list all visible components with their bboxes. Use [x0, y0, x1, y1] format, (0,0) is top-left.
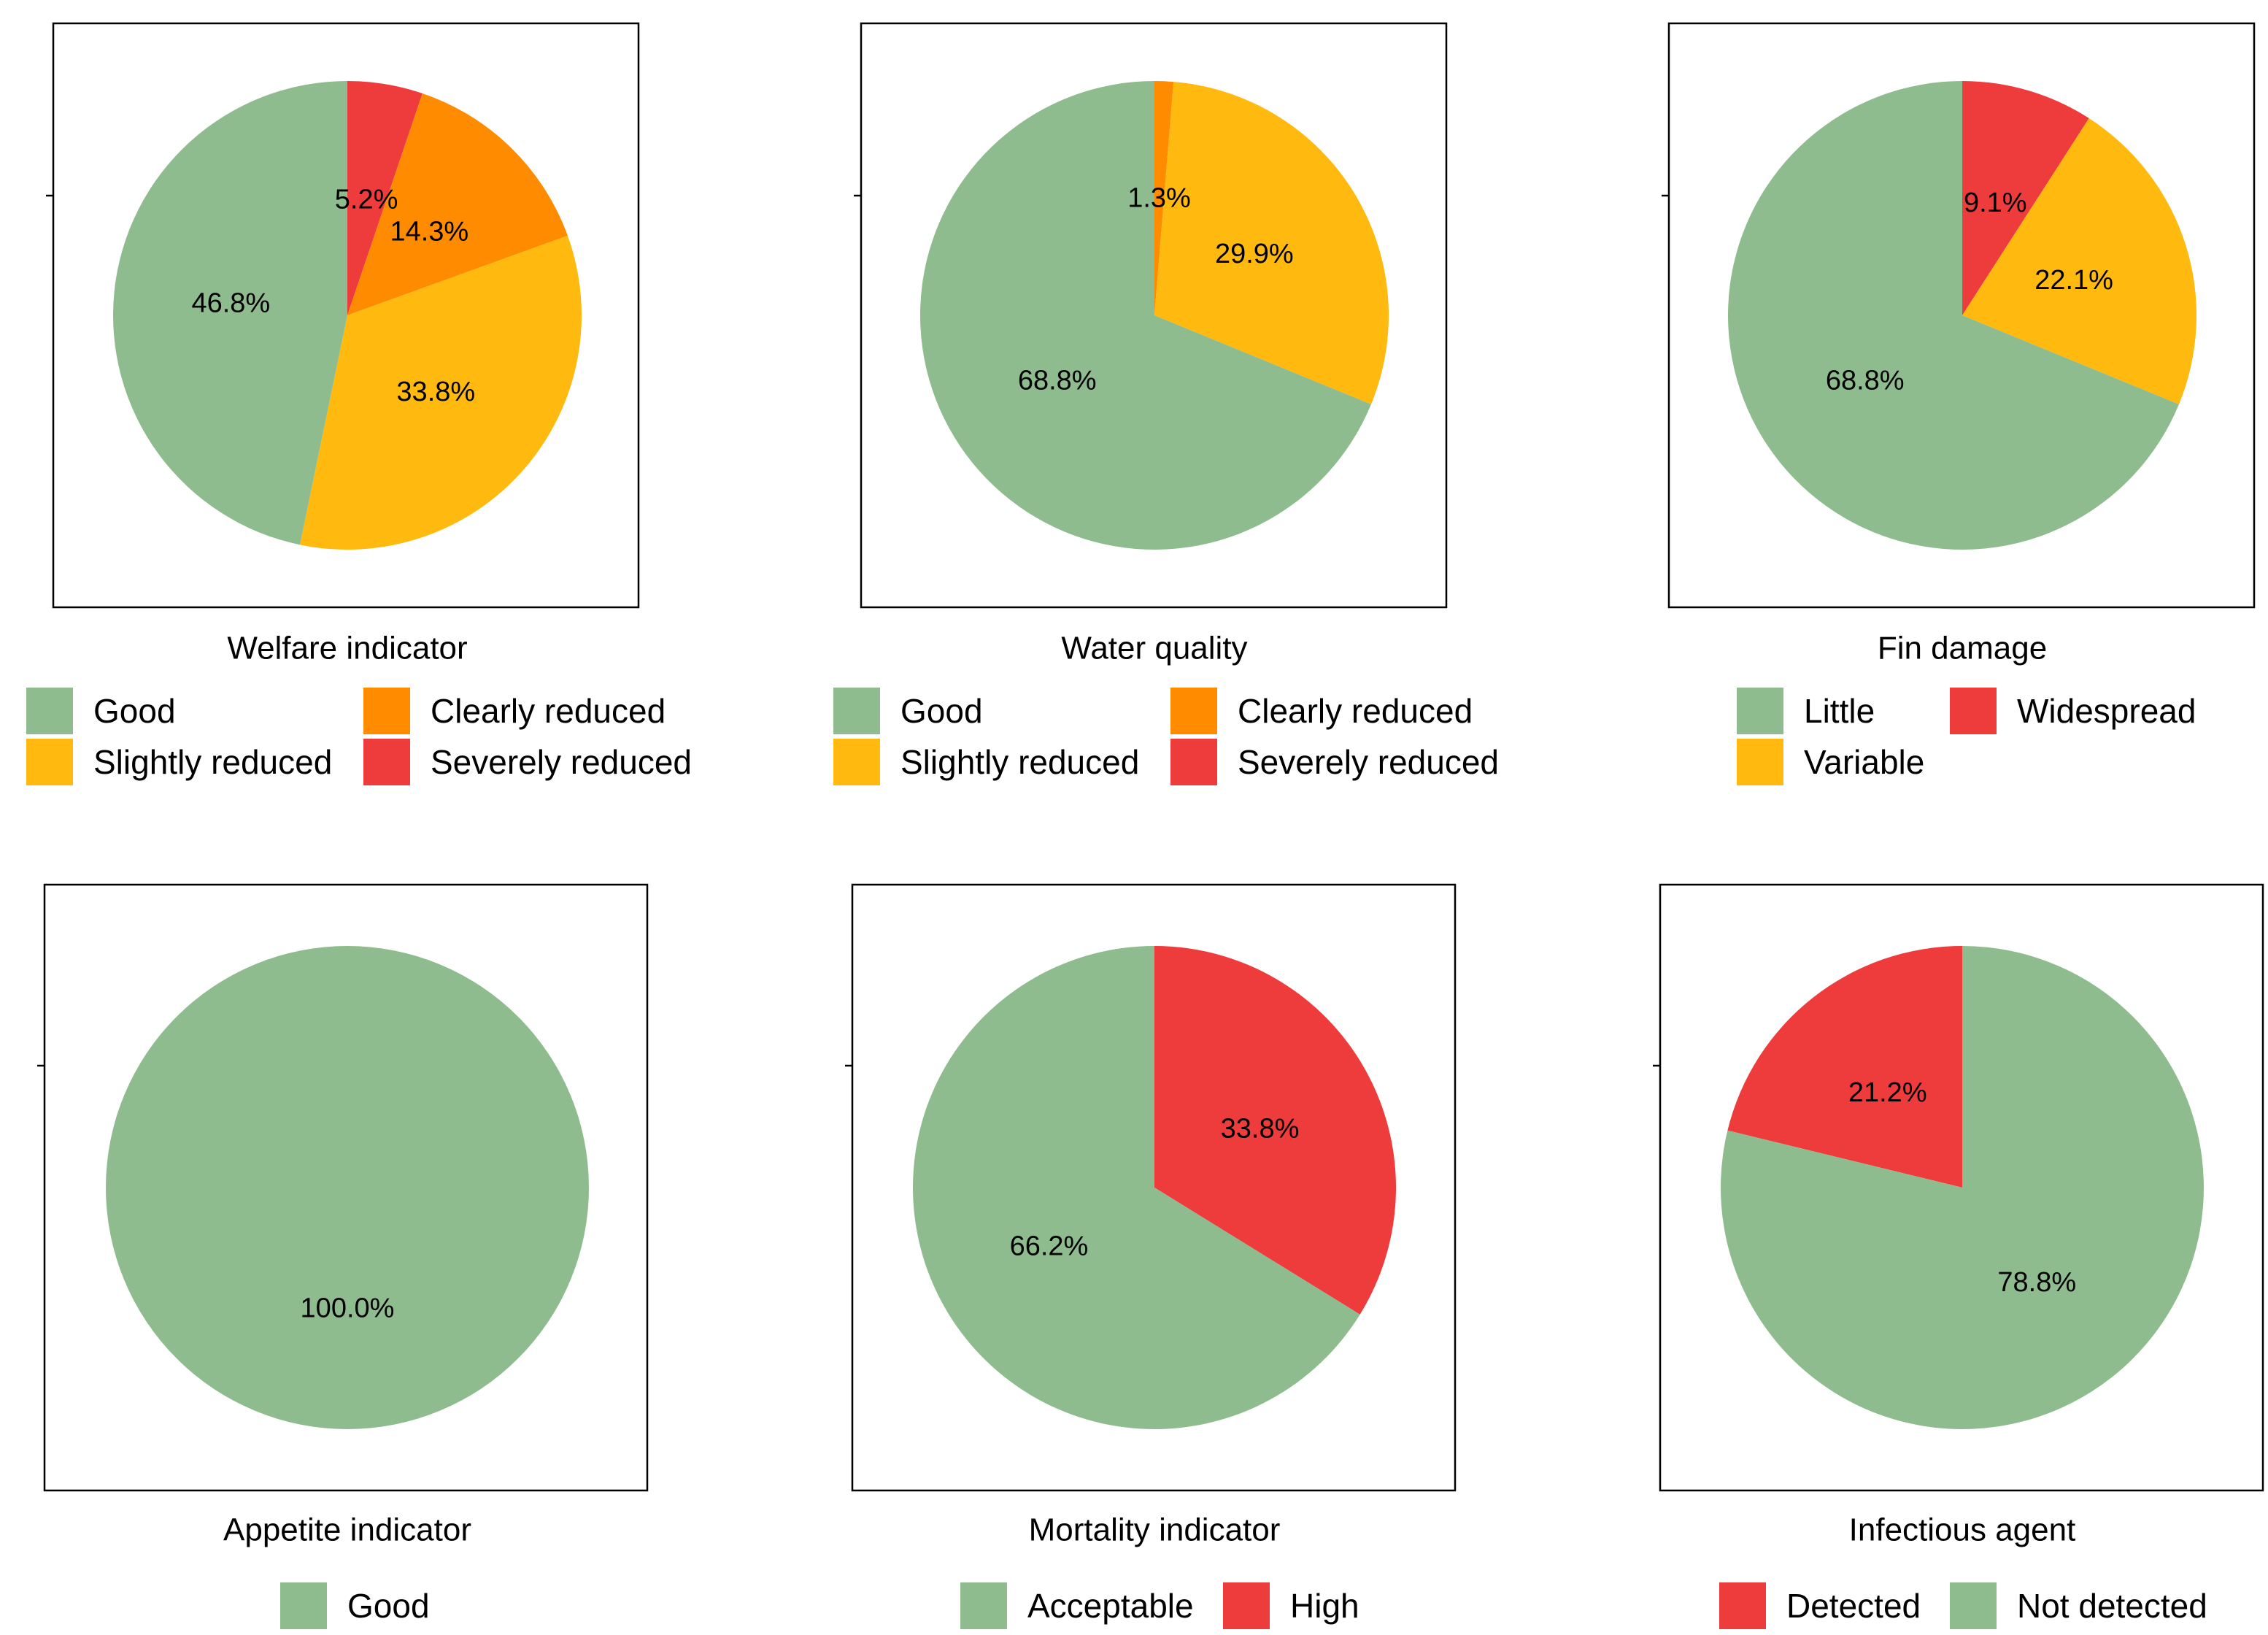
legend-label: Severely reduced: [431, 743, 692, 781]
legend-label: Variable: [1804, 743, 1924, 781]
slice-label-slightly-reduced: 29.9%: [1215, 239, 1294, 269]
legend-swatch: [26, 688, 73, 734]
legend-item-not-detected: Not detected: [1950, 1582, 2207, 1629]
legend-item-slightly-reduced: Slightly reduced: [26, 739, 332, 785]
slice-label-variable: 22.1%: [2034, 265, 2113, 296]
slice-label-detected: 21.2%: [1848, 1077, 1927, 1108]
legend-swatch: [1737, 739, 1783, 785]
legend-label: Slightly reduced: [93, 743, 332, 781]
legend-item-variable: Variable: [1737, 739, 1924, 785]
legend-item-good: Good: [26, 688, 176, 734]
legend-swatch: [26, 739, 73, 785]
legend: Detected Not detected: [1719, 1582, 2207, 1629]
slice-label-high: 33.8%: [1221, 1113, 1300, 1144]
panel-title: Appetite indicator: [223, 1512, 471, 1548]
pie-slice-severely-reduced: [347, 81, 423, 315]
pie-slice-good: [113, 81, 348, 545]
slice-label-good: 68.8%: [1018, 365, 1097, 396]
pie-slice-good: [106, 946, 589, 1429]
pie-panel-water-quality: 1.3% 29.9% 68.8% Water quality Good Clearly r…: [833, 22, 1499, 785]
legend-label: Widespread: [2017, 692, 2196, 730]
pie-slice-widespread: [1962, 81, 2089, 315]
panel-title: Fin damage: [1878, 631, 2047, 666]
legend: Little Widespread Variable: [1737, 688, 2196, 785]
legend-label: Clearly reduced: [1238, 692, 1473, 730]
slice-label-acceptable: 66.2%: [1010, 1231, 1089, 1262]
panel-title: Mortality indicator: [1029, 1512, 1281, 1548]
legend-item-good: Good: [280, 1582, 430, 1629]
legend-swatch: [1719, 1582, 1766, 1629]
slice-label-severely-reduced: 5.2%: [335, 185, 398, 215]
legend-item-high: High: [1223, 1582, 1359, 1629]
panel-title: Infectious agent: [1849, 1512, 2076, 1548]
legend-item-detected: Detected: [1719, 1582, 1921, 1629]
slice-label-not-detected: 78.8%: [1997, 1267, 2076, 1298]
legend-swatch: [960, 1582, 1007, 1629]
legend-swatch: [1223, 1582, 1270, 1629]
pie-slice-clearly-reduced: [347, 93, 568, 316]
legend-swatch: [833, 739, 880, 785]
pie-slice-slightly-reduced: [1154, 82, 1389, 404]
legend: Good Clearly reduced Slightly reduced Sever…: [26, 688, 692, 785]
legend-label: Little: [1804, 692, 1875, 730]
legend-item-slightly-reduced: Slightly reduced: [833, 739, 1139, 785]
pie-slice-detected: [1727, 945, 1962, 1188]
legend-swatch: [1950, 1582, 1997, 1629]
legend-label: Slightly reduced: [900, 743, 1139, 781]
legend-item-severely-reduced: Severely reduced: [1170, 739, 1499, 785]
slice-label-slightly-reduced: 33.8%: [396, 377, 475, 407]
legend-label: Clearly reduced: [431, 692, 666, 730]
legend-label: Good: [900, 692, 983, 730]
pie-slice-not-detected: [1721, 946, 2205, 1429]
pie-panel-mortality-indicator: 33.8% 66.2% Mortality indicator Acceptable H…: [845, 883, 1457, 1629]
legend-swatch: [833, 688, 880, 734]
legend: Good Clearly reduced Slightly reduced Sever…: [833, 688, 1499, 785]
legend-item-clearly-reduced: Clearly reduced: [363, 688, 666, 734]
legend-item-acceptable: Acceptable: [960, 1582, 1194, 1629]
legend-label: Good: [347, 1587, 430, 1625]
legend-label: Acceptable: [1027, 1587, 1194, 1625]
legend-swatch: [363, 688, 410, 734]
pie-panel-appetite-indicator: 100.0% Appetite indicator Good: [37, 883, 649, 1629]
pie-slice-variable: [1962, 118, 2196, 404]
legend-swatch: [1737, 688, 1783, 734]
legend-item-little: Little: [1737, 688, 1875, 734]
slice-label-clearly-reduced: 1.3%: [1127, 183, 1191, 214]
legend: Acceptable High: [960, 1582, 1359, 1629]
legend: Good: [280, 1582, 430, 1629]
legend-item-good: Good: [833, 688, 983, 734]
pie-slice-slightly-reduced: [299, 235, 582, 550]
legend-label: Good: [93, 692, 176, 730]
legend-item-severely-reduced: Severely reduced: [363, 739, 692, 785]
slice-label-little: 68.8%: [1826, 365, 1905, 396]
legend-label: High: [1290, 1587, 1359, 1625]
legend-swatch: [280, 1582, 327, 1629]
slice-label-widespread: 9.1%: [1964, 188, 2027, 218]
slice-label-clearly-reduced: 14.3%: [390, 216, 468, 247]
pie-slice-acceptable: [912, 946, 1360, 1429]
pie-panel-welfare-indicator: 5.2%14.3% 33.8% 46.8% Welfare indicator Good…: [26, 22, 692, 785]
pie-slice-clearly-reduced: [1154, 81, 1174, 315]
legend-swatch: [1170, 739, 1217, 785]
legend-label: Severely reduced: [1238, 743, 1499, 781]
legend-item-widespread: Widespread: [1950, 688, 2196, 734]
slice-label-good: 46.8%: [191, 288, 270, 319]
pie-slice-little: [1728, 81, 2179, 550]
panel-title: Water quality: [1061, 631, 1247, 666]
legend-label: Detected: [1786, 1587, 1921, 1625]
legend-swatch: [1950, 688, 1997, 734]
legend-item-clearly-reduced: Clearly reduced: [1170, 688, 1473, 734]
legend-swatch: [363, 739, 410, 785]
pie-slice-high: [1154, 946, 1396, 1315]
panel-title: Welfare indicator: [227, 631, 467, 666]
pie-panel-infectious-agent: 21.2% 78.8% Infectious agent Detected Not de…: [1653, 883, 2264, 1629]
legend-swatch: [1170, 688, 1217, 734]
pie-slice-good: [920, 81, 1371, 550]
slice-label-good: 100.0%: [301, 1293, 395, 1324]
legend-label: Not detected: [2017, 1587, 2207, 1625]
